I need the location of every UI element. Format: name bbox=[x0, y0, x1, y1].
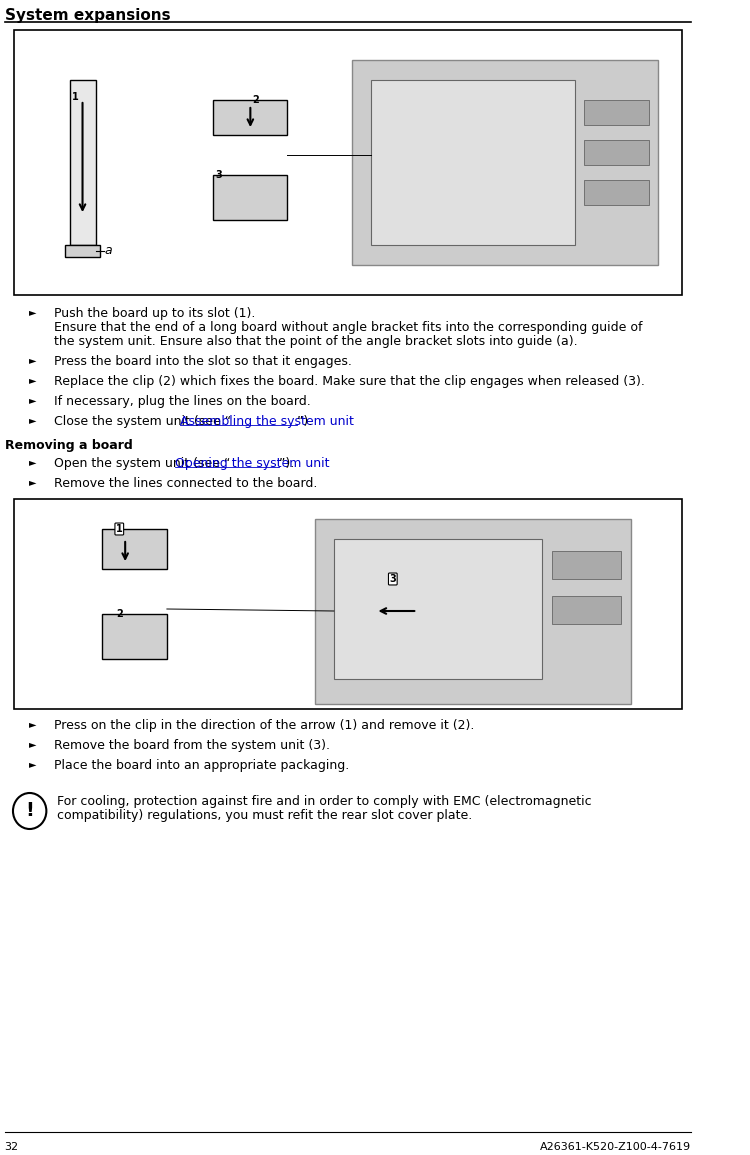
FancyBboxPatch shape bbox=[371, 80, 575, 245]
Text: Open the system unit (see “: Open the system unit (see “ bbox=[54, 457, 230, 470]
Text: 3: 3 bbox=[215, 170, 222, 180]
Text: ►: ► bbox=[28, 759, 36, 769]
Text: Assembling the system unit: Assembling the system unit bbox=[180, 415, 353, 429]
Text: A26361-K520-Z100-4-7619: A26361-K520-Z100-4-7619 bbox=[540, 1142, 691, 1152]
Text: If necessary, plug the lines on the board.: If necessary, plug the lines on the boar… bbox=[54, 395, 310, 408]
Text: ►: ► bbox=[28, 739, 36, 748]
FancyBboxPatch shape bbox=[14, 499, 682, 709]
Text: Remove the board from the system unit (3).: Remove the board from the system unit (3… bbox=[54, 739, 330, 752]
FancyBboxPatch shape bbox=[213, 100, 287, 135]
Text: !: ! bbox=[26, 800, 34, 820]
FancyBboxPatch shape bbox=[70, 80, 95, 245]
Text: System expansions: System expansions bbox=[4, 8, 170, 23]
Text: ►: ► bbox=[28, 477, 36, 487]
Text: Removing a board: Removing a board bbox=[4, 439, 133, 452]
Text: Place the board into an appropriate packaging.: Place the board into an appropriate pack… bbox=[54, 759, 349, 772]
Text: For cooling, protection against fire and in order to comply with EMC (electromag: For cooling, protection against fire and… bbox=[58, 795, 592, 808]
Circle shape bbox=[13, 793, 46, 829]
Text: 32: 32 bbox=[4, 1142, 19, 1152]
Text: 2: 2 bbox=[116, 609, 123, 619]
Text: ►: ► bbox=[28, 395, 36, 405]
Text: ”).: ”). bbox=[279, 457, 294, 470]
Text: ►: ► bbox=[28, 355, 36, 365]
Text: a: a bbox=[105, 245, 112, 258]
FancyBboxPatch shape bbox=[65, 245, 100, 258]
Text: 3: 3 bbox=[389, 574, 396, 584]
Text: ►: ► bbox=[28, 457, 36, 467]
Text: 2: 2 bbox=[252, 95, 259, 105]
FancyBboxPatch shape bbox=[552, 551, 621, 579]
FancyBboxPatch shape bbox=[584, 180, 649, 204]
Text: Press the board into the slot so that it engages.: Press the board into the slot so that it… bbox=[54, 355, 352, 368]
Text: 1: 1 bbox=[116, 524, 123, 534]
FancyBboxPatch shape bbox=[584, 100, 649, 125]
Text: ►: ► bbox=[28, 375, 36, 385]
Text: Opening the system unit: Opening the system unit bbox=[176, 457, 330, 470]
Text: compatibility) regulations, you must refit the rear slot cover plate.: compatibility) regulations, you must ref… bbox=[58, 808, 473, 822]
Text: Close the system unit (see “: Close the system unit (see “ bbox=[54, 415, 231, 429]
FancyBboxPatch shape bbox=[552, 596, 621, 624]
FancyBboxPatch shape bbox=[352, 60, 658, 264]
FancyBboxPatch shape bbox=[315, 519, 631, 705]
Text: ►: ► bbox=[28, 307, 36, 316]
Text: Ensure that the end of a long board without angle bracket fits into the correspo: Ensure that the end of a long board with… bbox=[54, 321, 642, 334]
FancyBboxPatch shape bbox=[334, 539, 542, 679]
Text: Replace the clip (2) which fixes the board. Make sure that the clip engages when: Replace the clip (2) which fixes the boa… bbox=[54, 375, 645, 388]
Text: 1: 1 bbox=[72, 92, 79, 102]
FancyBboxPatch shape bbox=[102, 529, 167, 569]
FancyBboxPatch shape bbox=[213, 176, 287, 219]
FancyBboxPatch shape bbox=[584, 140, 649, 165]
Text: Push the board up to its slot (1).: Push the board up to its slot (1). bbox=[54, 307, 255, 320]
Text: Press on the clip in the direction of the arrow (1) and remove it (2).: Press on the clip in the direction of th… bbox=[54, 720, 474, 732]
Text: Remove the lines connected to the board.: Remove the lines connected to the board. bbox=[54, 477, 317, 490]
Text: ►: ► bbox=[28, 720, 36, 729]
FancyBboxPatch shape bbox=[14, 30, 682, 295]
Text: ”).: ”). bbox=[296, 415, 312, 429]
Text: ►: ► bbox=[28, 415, 36, 425]
Text: the system unit. Ensure also that the point of the angle bracket slots into guid: the system unit. Ensure also that the po… bbox=[54, 335, 578, 348]
FancyBboxPatch shape bbox=[102, 614, 167, 660]
